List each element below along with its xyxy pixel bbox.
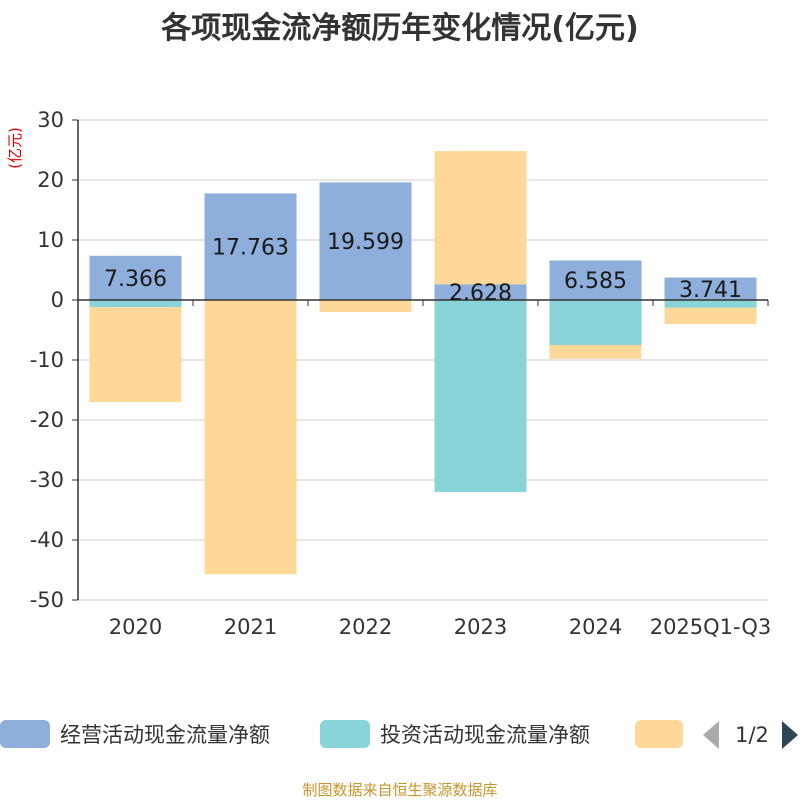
legend-prev-page-icon[interactable] [703,721,719,749]
bar-s2-2021[interactable] [204,300,297,575]
data-label-2025Q1-Q3: 3.741 [679,278,742,303]
legend-swatch-operating[interactable] [0,720,50,748]
y-tick-label: 20 [37,168,64,192]
bar-s0-2023[interactable] [434,284,527,300]
chart-title: 各项现金流净额历年变化情况(亿元) [160,11,638,46]
data-label-2021: 17.763 [212,236,289,261]
bar-s2-2025Q1-Q3[interactable] [664,307,757,324]
legend-label-investing[interactable]: 投资活动现金流量净额 [380,723,590,747]
bar-s0-2025Q1-Q3[interactable] [664,277,757,300]
x-tick-label-2022: 2022 [339,615,392,639]
y-tick-label: -10 [30,348,64,372]
y-tick-label: -50 [30,588,64,612]
y-axis-unit-label: (亿元) [6,127,24,169]
gridlines [78,119,768,601]
y-tick-label: -20 [30,408,64,432]
legend: 经营活动现金流量净额 投资活动现金流量净额 1/2 [0,720,798,749]
bar-s0-2024[interactable] [549,260,642,300]
bars [89,151,757,575]
bar-s1-2024[interactable] [549,300,642,345]
legend-label-operating[interactable]: 经营活动现金流量净额 [60,723,270,747]
bar-s2-2023[interactable] [434,151,527,285]
bar-s1-2023[interactable] [434,300,527,492]
x-tick-label-2025Q1-Q3: 2025Q1-Q3 [650,615,772,639]
x-tick-label-2024: 2024 [569,615,622,639]
x-tick-label-2023: 2023 [454,615,507,639]
data-source-note: 制图数据来自恒生聚源数据库 [302,781,497,799]
data-label-2024: 6.585 [564,269,627,294]
bar-s0-2022[interactable] [319,182,412,300]
y-tick-label: -30 [30,468,64,492]
legend-next-page-icon[interactable] [782,721,798,749]
data-label-2020: 7.366 [104,267,167,292]
axes: -50 -40 -30 -20 -10 0 10 20 30 2020 2021 2022 2023 20… [30,108,772,639]
data-label-2023: 2.628 [449,281,512,306]
y-tick-label: -40 [30,528,64,552]
data-labels: 7.366 17.763 19.599 2.628 6.585 3.741 [104,230,742,306]
y-tick-label: 10 [37,228,64,252]
bar-s2-2020[interactable] [89,307,182,402]
bar-s1-2025Q1-Q3[interactable] [664,300,757,308]
y-tick-label: 0 [51,288,64,312]
x-tick-label-2020: 2020 [109,615,162,639]
bar-s1-2020[interactable] [89,300,182,308]
x-tick-label-2021: 2021 [224,615,277,639]
bar-s2-2024[interactable] [549,345,642,359]
bar-s2-2022[interactable] [319,300,412,312]
bar-s0-2020[interactable] [89,255,182,300]
legend-swatch-investing[interactable] [320,720,370,748]
bar-s0-2021[interactable] [204,193,297,300]
y-tick-label: 30 [37,108,64,132]
legend-page-indicator: 1/2 [735,723,769,747]
legend-swatch-financing[interactable] [635,720,683,748]
data-label-2022: 19.599 [327,230,404,255]
